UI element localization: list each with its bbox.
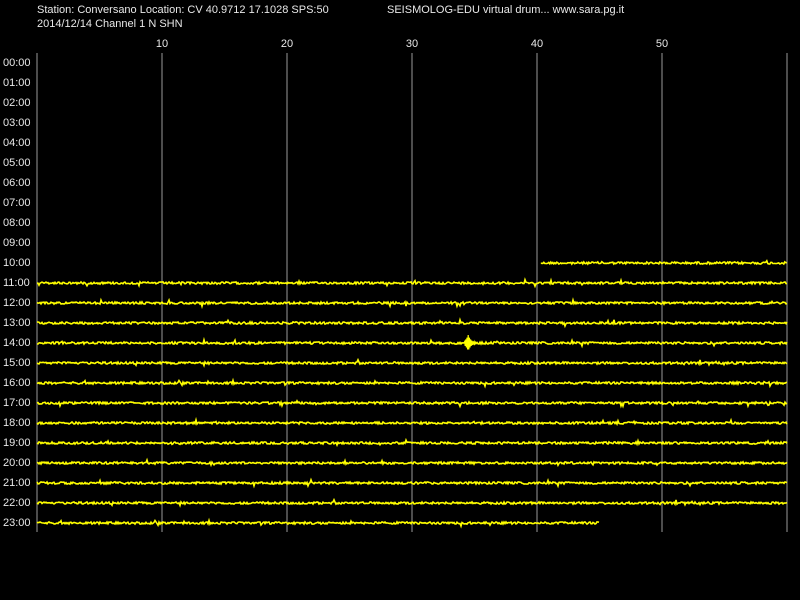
minute-label: 20 xyxy=(281,38,293,50)
trace xyxy=(37,277,787,289)
hour-label: 04:00 xyxy=(3,137,31,149)
trace xyxy=(36,357,788,368)
trace xyxy=(37,336,788,349)
hour-label: 20:00 xyxy=(3,457,31,469)
hour-label: 22:00 xyxy=(3,497,31,509)
minute-label: 10 xyxy=(156,38,168,50)
hour-label: 13:00 xyxy=(3,317,31,329)
minute-label: 30 xyxy=(406,38,418,50)
hour-label: 12:00 xyxy=(3,297,31,309)
hour-label: 02:00 xyxy=(3,97,31,109)
trace xyxy=(36,497,788,508)
minute-label: 40 xyxy=(531,38,543,50)
trace xyxy=(36,377,788,389)
hour-label: 07:00 xyxy=(3,197,31,209)
hour-label: 10:00 xyxy=(3,257,31,269)
hour-label: 03:00 xyxy=(3,117,31,129)
minute-label: 50 xyxy=(656,38,668,50)
trace xyxy=(36,399,788,409)
program-info: SEISMOLOG-EDU virtual drum... www.sara.p… xyxy=(387,4,624,16)
trace xyxy=(36,317,788,329)
trace xyxy=(36,416,788,427)
hour-label: 11:00 xyxy=(3,277,30,289)
hour-label: 23:00 xyxy=(3,517,31,529)
hour-label: 19:00 xyxy=(3,437,31,449)
hour-label: 05:00 xyxy=(3,157,31,169)
event-burst xyxy=(464,334,478,350)
trace xyxy=(36,517,600,529)
trace xyxy=(36,457,788,468)
hour-label: 21:00 xyxy=(3,477,31,489)
hour-label: 06:00 xyxy=(3,177,31,189)
hour-label: 17:00 xyxy=(3,397,31,409)
hour-label: 00:00 xyxy=(3,57,31,69)
trace xyxy=(36,477,788,489)
hour-label: 01:00 xyxy=(3,77,31,89)
hour-label: 18:00 xyxy=(3,417,31,429)
hour-label: 15:00 xyxy=(3,357,31,369)
trace xyxy=(540,259,787,266)
trace xyxy=(36,297,788,310)
hour-label: 16:00 xyxy=(3,377,31,389)
date-channel: 2014/12/14 Channel 1 N SHN xyxy=(37,18,183,30)
trace xyxy=(36,437,788,448)
hour-label: 08:00 xyxy=(3,217,31,229)
hour-label: 09:00 xyxy=(3,237,31,249)
hour-label: 14:00 xyxy=(3,337,31,349)
station-info: Station: Conversano Location: CV 40.9712… xyxy=(37,4,329,16)
